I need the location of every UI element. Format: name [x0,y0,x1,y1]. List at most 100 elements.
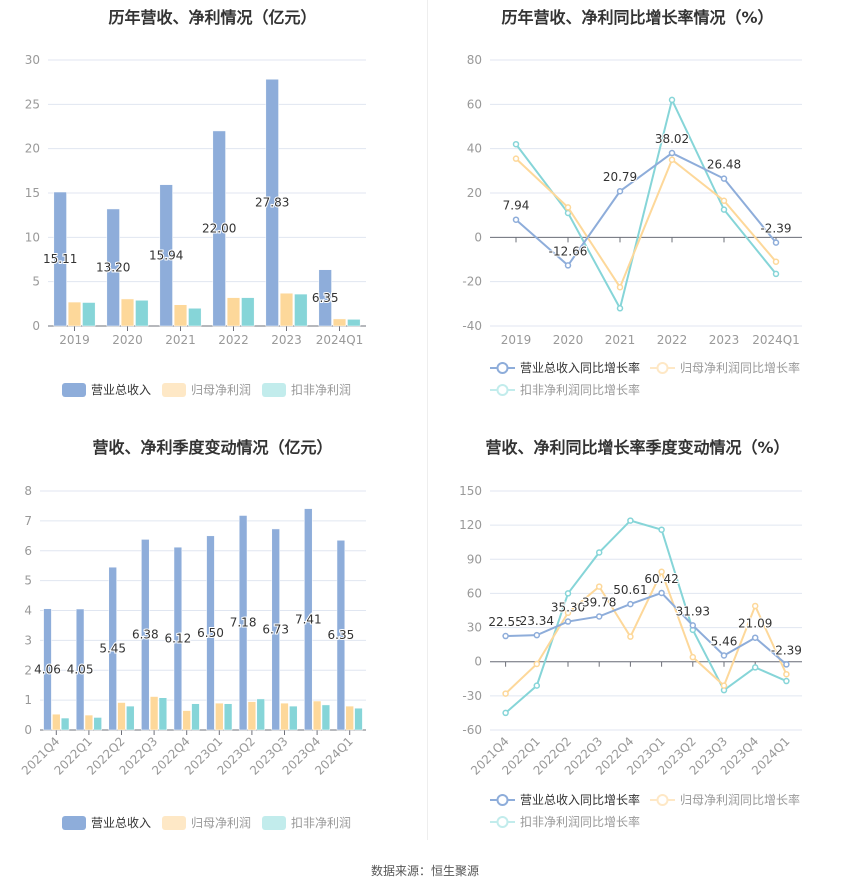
bar-1 [117,702,126,731]
bar-1 [279,292,294,327]
y-tick-label: 80 [467,53,482,67]
line-series-1 [515,157,777,290]
line-series-0 [515,151,777,267]
x-tick-label: 2024Q1 [752,333,800,347]
line-data-label: 26.48 [707,158,741,172]
x-tick-label: 2021 [165,333,196,347]
bar-data-label: 22.00 [202,221,236,235]
line-point [658,589,665,597]
legend-label: 营业总收入同比增长率 [520,792,640,807]
line-point [512,140,520,148]
bar-2 [188,308,202,327]
y-tick-label: 90 [467,552,482,566]
legend-swatch [162,383,186,397]
annual-growth-rate-chart: -40 -20 0 20 40 60 80 2019 2020 2021 2022 2023 2024Q… [462,53,802,397]
x-tick-label: 2023 [271,333,302,347]
legend-marker [496,794,509,806]
x-tick-label: 2024Q1 [316,333,364,347]
bar-2 [289,705,298,731]
line-data-label: -2.39 [771,643,802,657]
bar-1 [332,318,347,327]
bar-1 [247,701,257,731]
y-tick-label: 10 [25,230,40,244]
legend-swatch [262,816,286,830]
y-tick-label: 8 [24,484,32,498]
legend-marker [496,362,509,374]
legend-label: 归母净利润 [191,383,251,397]
line-point [502,709,509,717]
line-point [533,660,541,668]
line-point [502,632,509,640]
y-tick-label: -60 [462,723,482,737]
y-tick-label: 120 [459,518,482,532]
bar-1 [182,710,191,731]
x-tick-label: 2019 [501,333,532,347]
y-tick-label: -20 [462,275,482,289]
chart-1-title: 历年营收、净利情况（亿元） [108,8,317,27]
bar-0 [75,608,85,731]
line-data-label: -12.66 [549,244,588,258]
bar-data-label: 6.35 [312,291,339,305]
bar-1 [312,700,322,731]
line-point [533,631,541,639]
x-tick-label: 2020 [112,333,143,347]
y-tick-label: 6 [24,544,32,558]
line-point [627,600,634,608]
bar-data-label: 7.41 [295,612,322,626]
line-point [564,609,572,617]
legend-label: 扣非净利润 [291,816,351,830]
line-point [616,187,624,195]
y-tick-label: -40 [462,319,482,333]
bar-0 [336,540,346,731]
line-data-label: 21.09 [738,617,772,631]
legend-label: 扣非净利润 [291,383,351,397]
bar-2 [294,293,308,327]
line-point [751,634,759,641]
x-tick-label: 2021 [605,333,636,347]
y-tick-label: 0 [24,723,32,737]
line-data-label: 22.55 [488,615,522,629]
bar-2 [223,703,233,731]
bar-data-label: 4.06 [34,662,61,676]
bar-2 [126,705,135,731]
bar-0 [212,130,226,327]
line-point [720,197,728,205]
x-tick-label: 2023 [709,333,740,347]
line-point [616,283,624,291]
divider [427,0,428,840]
bar-0 [265,78,279,327]
bar-data-label: 15.94 [149,248,183,262]
y-tick-label: 5 [32,275,40,289]
bar-0 [238,515,248,731]
y-tick-label: 60 [467,586,482,600]
legend-marker [656,794,669,806]
line-series-2 [515,96,777,311]
line-point [668,156,676,163]
line-point [720,682,728,689]
line-point [595,613,603,620]
bar-1 [120,298,135,327]
bar-0 [304,508,313,731]
bar-1 [52,713,61,731]
bar-data-label: 6.38 [132,628,159,642]
bar-0 [141,539,150,731]
line-point [595,549,603,556]
line-point [627,517,634,524]
y-tick-label: 1 [24,693,32,707]
y-tick-label: 4 [24,604,32,618]
legend-marker [656,362,669,374]
bar-1 [84,714,94,731]
y-tick-label: 7 [24,514,32,528]
bar-0 [318,269,332,327]
line-point [512,216,520,223]
bar-1 [215,702,224,731]
legend-label: 营业总收入 [91,383,151,397]
bar-data-label: 6.35 [328,628,355,642]
legend-label: 归母净利润同比增长率 [680,792,800,807]
line-point [658,526,665,533]
line-point [564,204,572,211]
line-point [668,149,676,157]
y-tick-label: 15 [25,186,40,200]
bar-1 [149,696,159,731]
